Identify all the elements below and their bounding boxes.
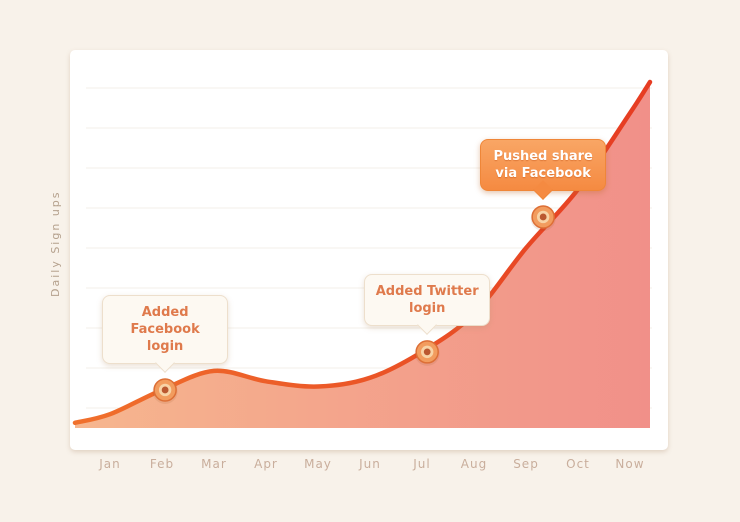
chart-card — [70, 50, 668, 450]
x-axis-label-now: Now — [615, 457, 645, 471]
area-fill — [75, 82, 650, 428]
x-axis-label-mar: Mar — [201, 457, 227, 471]
annotation-tooltip-facebook-share: Pushed share via Facebook — [480, 138, 607, 191]
x-axis-label-jan: Jan — [99, 457, 121, 471]
annotation-tooltip-twitter-login: Added Twitter login — [364, 273, 491, 326]
y-axis-label: Daily Sign ups — [49, 190, 62, 297]
signups-area-chart — [72, 79, 653, 428]
x-axis-label-jul: Jul — [413, 457, 431, 471]
annotation-tooltip-facebook-login: Added Facebook login — [102, 294, 229, 364]
x-axis-label-apr: Apr — [254, 457, 278, 471]
event-marker-1[interactable] — [414, 340, 440, 366]
x-axis: Jan Feb Mar Apr May Jun Jul Aug Sep Oct … — [84, 457, 656, 475]
x-axis-label-jun: Jun — [359, 457, 381, 471]
x-axis-label-aug: Aug — [460, 457, 488, 471]
event-marker-2[interactable] — [530, 205, 556, 231]
x-axis-label-feb: Feb — [149, 457, 175, 471]
x-axis-label-sep: Sep — [513, 457, 539, 471]
x-axis-label-oct: Oct — [566, 457, 590, 471]
x-axis-label-may: May — [304, 457, 332, 471]
event-marker-0[interactable] — [152, 378, 178, 404]
